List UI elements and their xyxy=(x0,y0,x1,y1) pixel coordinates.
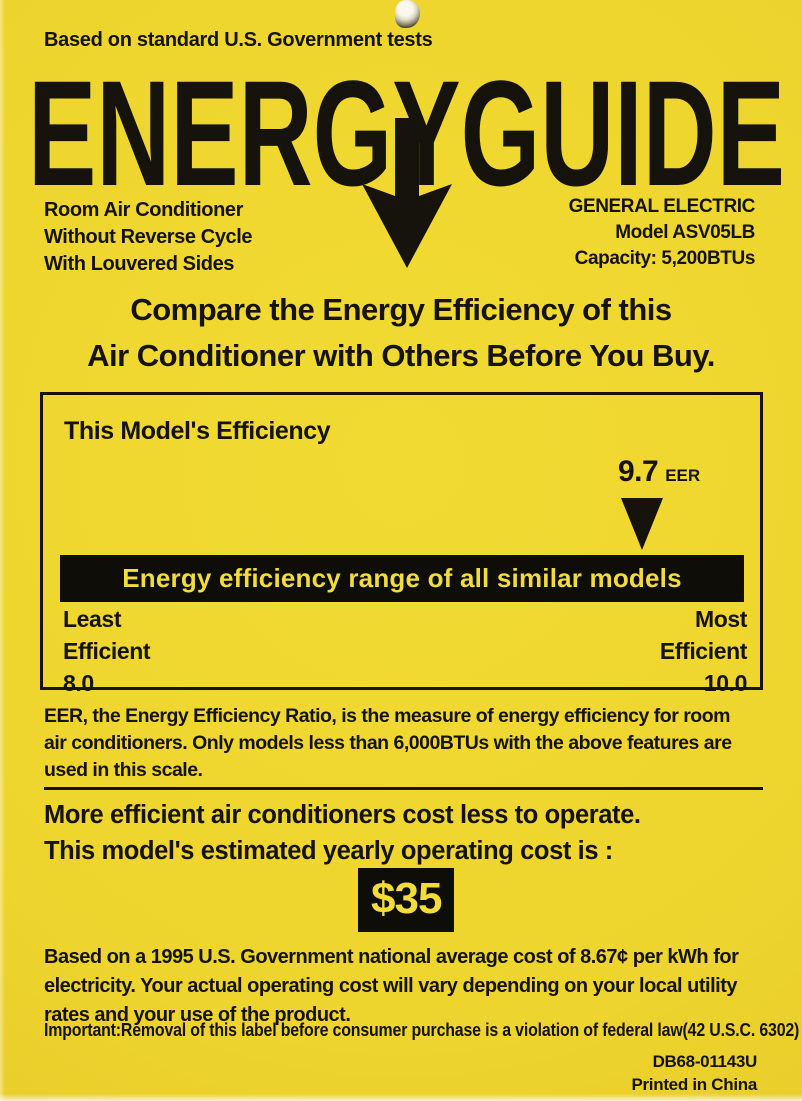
compare-heading-line2: Air Conditioner with Others Before You B… xyxy=(87,338,715,373)
operating-cost-heading: More efficient air conditioners cost les… xyxy=(44,797,641,869)
capacity: Capacity: 5,200BTUs xyxy=(574,248,756,269)
printed-in: Printed in China xyxy=(631,1075,757,1094)
model-number: Model ASV05LB xyxy=(615,222,755,243)
yearly-cost-badge: $35 xyxy=(358,868,455,932)
eer-value: 9.7 xyxy=(618,455,659,488)
least-efficient-value: 8.0 xyxy=(63,670,94,696)
label-bottom-edge xyxy=(0,1094,802,1101)
compare-heading: Compare the Energy Efficiency of this Ai… xyxy=(0,287,802,379)
model-eer-reading: 9.7 EER xyxy=(618,455,700,489)
most-efficient-block: Most Efficient 10.0 xyxy=(659,603,748,699)
operating-cost-line2: This model's estimated yearly operating … xyxy=(44,837,613,865)
product-type-block: Room Air Conditioner Without Reverse Cyc… xyxy=(44,197,253,278)
most-efficient-value: 10.0 xyxy=(703,670,748,696)
compare-heading-line1: Compare the Energy Efficiency of this xyxy=(130,292,672,327)
government-tests-tagline: Based on standard U.S. Government tests xyxy=(44,29,433,51)
label-left-edge xyxy=(0,0,5,1101)
least-label-line2: Efficient xyxy=(63,638,151,664)
least-efficient-block: Least Efficient 8.0 xyxy=(63,603,151,699)
section-divider xyxy=(44,787,763,790)
efficiency-box-title: This Model's Efficiency xyxy=(64,417,331,445)
logo-down-arrow-icon xyxy=(362,118,452,268)
staple-hole xyxy=(395,0,420,28)
product-type-line: Room Air Conditioner xyxy=(44,199,244,221)
least-label-line1: Least xyxy=(63,606,122,632)
most-label-line2: Efficient xyxy=(659,638,748,664)
part-number: DB68-01143U xyxy=(652,1052,758,1071)
efficiency-range-bar: Energy efficiency range of all similar m… xyxy=(60,555,744,602)
average-cost-note: Based on a 1995 U.S. Government national… xyxy=(44,946,739,1026)
product-type-line: Without Reverse Cycle xyxy=(44,226,253,248)
efficiency-range-bar-label: Energy efficiency range of all similar m… xyxy=(122,563,682,593)
eer-unit-label: EER xyxy=(665,466,701,485)
most-label-line1: Most xyxy=(694,606,747,632)
operating-cost-line1: More efficient air conditioners cost les… xyxy=(44,801,641,829)
print-code-block: DB68-01143U Printed in China xyxy=(631,1050,757,1096)
federal-law-warning: Important:Removal of this label before c… xyxy=(44,1019,800,1040)
eer-definition-note: EER, the Energy Efficiency Ratio, is the… xyxy=(44,705,732,781)
eer-pointer-triangle-icon xyxy=(621,498,663,550)
manufacturer-name: GENERAL ELECTRIC xyxy=(568,196,756,217)
energyguide-logo: ENERGYGUIDE xyxy=(28,49,785,268)
manufacturer-block: GENERAL ELECTRIC Model ASV05LB Capacity:… xyxy=(568,194,756,272)
efficiency-box: This Model's Efficiency 9.7 EER Energy e… xyxy=(40,392,763,696)
product-type-line: With Louvered Sides xyxy=(44,253,235,275)
